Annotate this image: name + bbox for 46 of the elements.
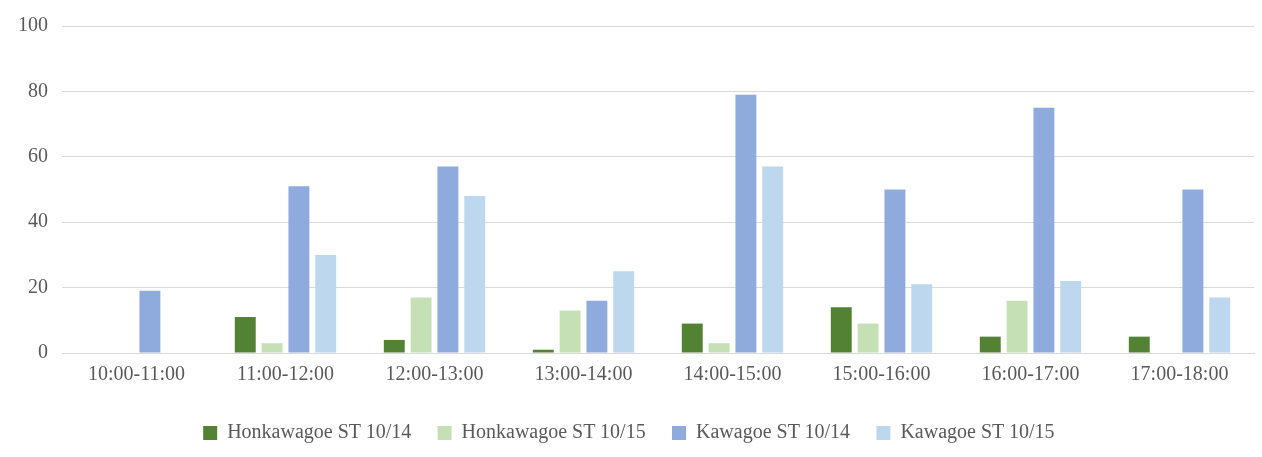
bar <box>613 271 635 353</box>
bar <box>410 297 432 353</box>
legend-label: Honkawagoe ST 10/14 <box>227 420 412 444</box>
bar <box>464 196 486 353</box>
legend-label: Kawagoe ST 10/15 <box>900 420 1055 444</box>
bar <box>139 290 161 353</box>
x-tick-label: 13:00-14:00 <box>534 362 633 385</box>
bar <box>234 317 256 353</box>
x-tick-label: 12:00-13:00 <box>385 362 484 385</box>
bar <box>762 166 784 353</box>
y-tick-label: 100 <box>18 13 48 36</box>
bar <box>383 339 405 353</box>
bar <box>288 186 310 353</box>
x-tick-label: 16:00-17:00 <box>981 362 1080 385</box>
bar <box>681 323 703 353</box>
y-tick-label: 80 <box>28 78 48 101</box>
bar <box>586 300 608 353</box>
bar <box>261 343 283 353</box>
bar <box>437 166 459 353</box>
bar <box>884 189 906 353</box>
x-tick-label: 11:00-12:00 <box>236 362 335 385</box>
y-tick-label: 60 <box>28 144 48 167</box>
x-tick-label: 17:00-18:00 <box>1130 362 1229 385</box>
legend-label: Honkawagoe ST 10/15 <box>461 420 646 444</box>
bar <box>911 284 933 353</box>
x-tick-label: 14:00-15:00 <box>683 362 782 385</box>
bar <box>559 310 581 353</box>
bar <box>315 254 337 353</box>
x-tick-label: 15:00-16:00 <box>832 362 931 385</box>
x-tick-label: 10:00-11:00 <box>87 362 186 385</box>
y-tick-label: 40 <box>28 209 48 232</box>
bar <box>1033 107 1055 353</box>
bar <box>857 323 879 353</box>
bar <box>1006 300 1028 353</box>
bar <box>708 343 730 353</box>
bar <box>1182 189 1204 353</box>
y-tick-label: 20 <box>28 274 48 297</box>
bar <box>1209 297 1231 353</box>
bar <box>735 94 757 353</box>
bar <box>532 349 554 353</box>
bar <box>830 307 852 353</box>
bar <box>1128 336 1150 353</box>
bar <box>1060 281 1082 353</box>
bar <box>979 336 1001 353</box>
legend-label: Kawagoe ST 10/14 <box>696 420 851 444</box>
y-tick-label: 0 <box>38 340 48 363</box>
